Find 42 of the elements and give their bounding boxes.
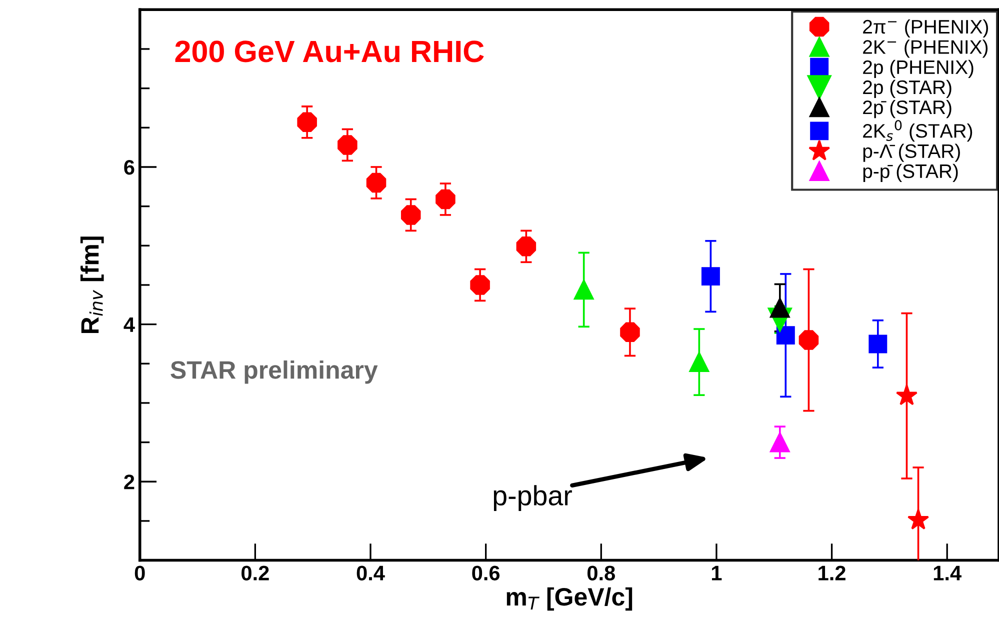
legend-label: 2p̄ (STAR) xyxy=(863,100,952,118)
point xyxy=(776,326,795,345)
legend-label: 2K$_{s}$$^{0}$ (STAR) xyxy=(863,120,972,142)
legend-label: 2K$^{−}$ (PHENIX) xyxy=(863,40,988,58)
x-tick-label: 0 xyxy=(134,566,145,580)
x-tick-label: 0.6 xyxy=(472,566,500,580)
x-tick-label: 1 xyxy=(712,566,722,580)
point xyxy=(896,384,918,406)
y-tick-label: 2 xyxy=(124,474,134,490)
point xyxy=(620,322,640,342)
x-axis-title: m$_{T}$ [GeV/c] xyxy=(506,587,632,611)
annotation: STAR preliminary xyxy=(170,360,378,384)
point xyxy=(770,298,790,318)
x-tick-label: 0.2 xyxy=(242,566,269,580)
x-tick-label: 1.4 xyxy=(934,566,962,580)
point xyxy=(436,189,456,210)
point xyxy=(798,330,819,350)
y-axis-title: R$_{inv}$ [fm] xyxy=(80,236,104,334)
legend-label: p-p̄ (STAR) xyxy=(863,164,958,182)
x-tick-label: 0.8 xyxy=(587,566,615,580)
point xyxy=(689,352,710,372)
point xyxy=(470,275,490,295)
y-tick-label: 6 xyxy=(124,160,134,175)
point xyxy=(574,280,594,300)
point xyxy=(338,135,358,155)
point xyxy=(297,112,317,132)
x-tick-label: 1.2 xyxy=(818,566,846,580)
x-tick-label: 0.4 xyxy=(356,566,385,580)
point xyxy=(366,172,386,193)
point xyxy=(701,267,720,286)
legend-label: 2p (STAR) xyxy=(863,80,952,98)
point xyxy=(516,236,536,256)
point xyxy=(770,432,790,452)
annotation: p-pbar xyxy=(494,485,572,511)
legend-label: 2p (PHENIX) xyxy=(863,60,974,78)
point xyxy=(868,334,888,354)
point xyxy=(907,508,930,530)
point xyxy=(400,205,421,225)
legend-label: p-Λ̄ (STAR) xyxy=(863,144,960,162)
legend-label: 2π$^{−}$ (PHENIX) xyxy=(863,19,988,38)
y-tick-label: 4 xyxy=(124,318,135,332)
text: 200 GeV Au+Au RHIC xyxy=(175,40,484,62)
